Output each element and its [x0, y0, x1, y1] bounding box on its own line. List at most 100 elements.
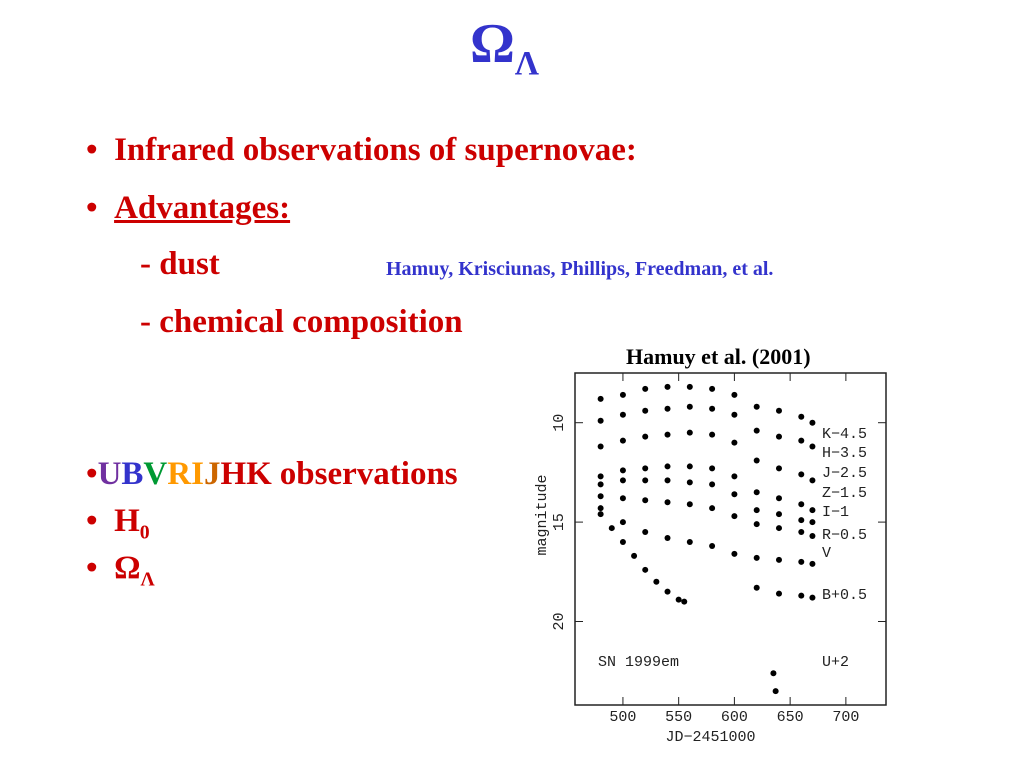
- series-label: R−0.5: [822, 527, 867, 544]
- x-tick-label: 650: [777, 709, 804, 726]
- point: [597, 505, 604, 512]
- band-letter: R: [167, 456, 192, 492]
- figure: 500 550 600 650 700 10 15 20 JD−2451000 magnitude…: [534, 372, 887, 746]
- series-label: V: [822, 545, 831, 562]
- point: [775, 407, 782, 414]
- point: [597, 473, 604, 480]
- point: [664, 588, 671, 595]
- point: [597, 395, 604, 402]
- y-axis-label: magnitude: [534, 474, 551, 555]
- point: [809, 443, 816, 450]
- point: [619, 467, 626, 474]
- point: [709, 385, 716, 392]
- point: [686, 501, 693, 508]
- series-label: U+2: [822, 654, 849, 671]
- point: [642, 477, 649, 484]
- point: [809, 507, 816, 514]
- point: [809, 533, 816, 540]
- point: [772, 688, 779, 695]
- title-subscript: Λ: [514, 45, 539, 83]
- point: [770, 670, 777, 677]
- point: [597, 493, 604, 500]
- point: [597, 481, 604, 488]
- point: [798, 517, 805, 524]
- point: [597, 443, 604, 450]
- point: [809, 419, 816, 426]
- point: [731, 473, 738, 480]
- point: [597, 417, 604, 424]
- y-tick-label: 10: [551, 414, 568, 432]
- point: [653, 578, 660, 585]
- point: [753, 403, 760, 410]
- point: [798, 501, 805, 508]
- point: [597, 511, 604, 518]
- series-label: B+0.5: [822, 587, 867, 604]
- band-letter: I: [191, 456, 204, 492]
- point: [731, 391, 738, 398]
- point: [809, 519, 816, 526]
- point: [775, 511, 782, 518]
- plot-frame: [574, 372, 887, 706]
- point: [775, 495, 782, 502]
- point: [686, 383, 693, 390]
- point: [631, 552, 638, 559]
- point: [686, 429, 693, 436]
- series-label: H−3.5: [822, 445, 867, 462]
- point: [642, 407, 649, 414]
- point: [809, 560, 816, 567]
- point: [608, 525, 615, 532]
- point: [686, 403, 693, 410]
- point: [664, 535, 671, 542]
- hubble-symbol: H: [114, 503, 140, 539]
- hubble-subscript: 0: [139, 521, 150, 544]
- y-tick-label: 15: [551, 513, 568, 531]
- figure-caption: Hamuy et al. (2001): [626, 344, 811, 369]
- point: [709, 465, 716, 472]
- band-letter: B: [121, 456, 144, 492]
- point: [798, 471, 805, 478]
- bands-line: •UBVRIJHK observations: [86, 456, 458, 492]
- point: [642, 497, 649, 504]
- point: [731, 439, 738, 446]
- point: [709, 431, 716, 438]
- bullet: • Infrared observations of supernovae:: [86, 132, 637, 168]
- point: [681, 598, 688, 605]
- point: [798, 529, 805, 536]
- band-letter: HK: [220, 456, 272, 492]
- point: [753, 427, 760, 434]
- point: [709, 505, 716, 512]
- series-label: K−4.5: [822, 426, 867, 443]
- reference: Hamuy, Krisciunas, Phillips, Freedman, e…: [386, 258, 774, 280]
- title-symbol: Ω: [470, 13, 515, 75]
- point: [775, 465, 782, 472]
- point: [664, 463, 671, 470]
- bullet: • Advantages:: [86, 190, 291, 226]
- point: [664, 477, 671, 484]
- point: [775, 433, 782, 440]
- point: [686, 479, 693, 486]
- point: [809, 594, 816, 601]
- point: [731, 491, 738, 498]
- point: [753, 554, 760, 561]
- y-tick-label: 20: [551, 612, 568, 630]
- point: [642, 465, 649, 472]
- annotation: SN 1999em: [598, 654, 679, 671]
- sub-item: - dust: [140, 246, 220, 282]
- point: [664, 405, 671, 412]
- point: [619, 437, 626, 444]
- point: [619, 495, 626, 502]
- point: [619, 411, 626, 418]
- point: [619, 538, 626, 545]
- point: [753, 507, 760, 514]
- x-tick-label: 600: [721, 709, 748, 726]
- x-axis-label: JD−2451000: [665, 729, 755, 746]
- sub-item: - chemical composition: [140, 304, 463, 340]
- point: [642, 385, 649, 392]
- series-label: Z−1.5: [822, 485, 867, 502]
- point: [642, 433, 649, 440]
- point: [775, 590, 782, 597]
- series-label: J−2.5: [822, 465, 867, 482]
- point: [753, 457, 760, 464]
- point: [798, 558, 805, 565]
